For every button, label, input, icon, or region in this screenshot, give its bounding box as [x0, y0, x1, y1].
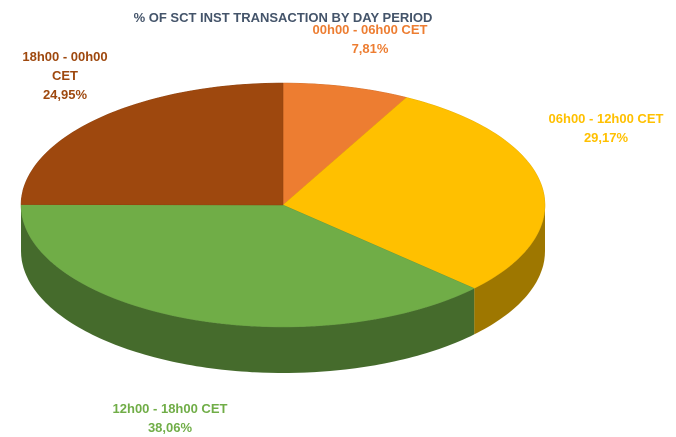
- slice: [20, 204, 475, 328]
- slice: [20, 82, 284, 206]
- data-label: 18h00 - 00h00 CET 24,95%: [10, 47, 120, 104]
- category-label: 12h00 - 18h00 CET: [112, 401, 228, 416]
- category-label: 00h00 - 06h00 CET: [312, 22, 428, 37]
- slice-side: [474, 205, 545, 335]
- slice-side: [21, 205, 475, 373]
- slice: [282, 97, 546, 289]
- chart-title: % OF SCT INST TRANSACTION BY DAY PERIOD: [133, 10, 433, 25]
- value-label: 38,06%: [147, 420, 193, 435]
- data-label: 00h00 - 06h00 CET 7,81%: [285, 20, 455, 58]
- value-label: 24,95%: [42, 87, 88, 102]
- slice: [282, 82, 408, 206]
- value-label: 29,17%: [583, 130, 629, 145]
- data-label: 06h00 - 12h00 CET 29,17%: [526, 109, 676, 147]
- category-label: 06h00 - 12h00 CET: [548, 111, 664, 126]
- data-label: 12h00 - 18h00 CET 38,06%: [85, 399, 255, 437]
- value-label: 7,81%: [351, 41, 389, 56]
- category-label: 18h00 - 00h00 CET: [22, 49, 108, 83]
